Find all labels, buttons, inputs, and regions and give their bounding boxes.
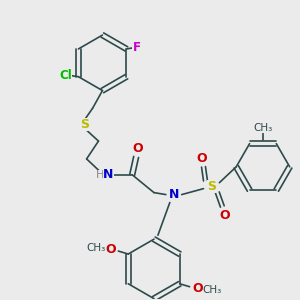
Text: CH₃: CH₃: [253, 123, 273, 133]
Text: O: O: [133, 142, 143, 154]
Text: O: O: [196, 152, 207, 165]
Text: S: S: [80, 118, 89, 131]
Text: CH₃: CH₃: [203, 285, 222, 295]
Text: Cl: Cl: [59, 69, 72, 82]
Text: CH₃: CH₃: [86, 243, 105, 253]
Text: O: O: [219, 209, 230, 222]
Text: N: N: [103, 168, 114, 181]
Text: O: O: [192, 282, 203, 295]
Text: H: H: [96, 170, 105, 180]
Text: S: S: [207, 180, 216, 193]
Text: O: O: [105, 243, 116, 256]
Text: N: N: [169, 188, 179, 201]
Text: F: F: [132, 41, 140, 55]
